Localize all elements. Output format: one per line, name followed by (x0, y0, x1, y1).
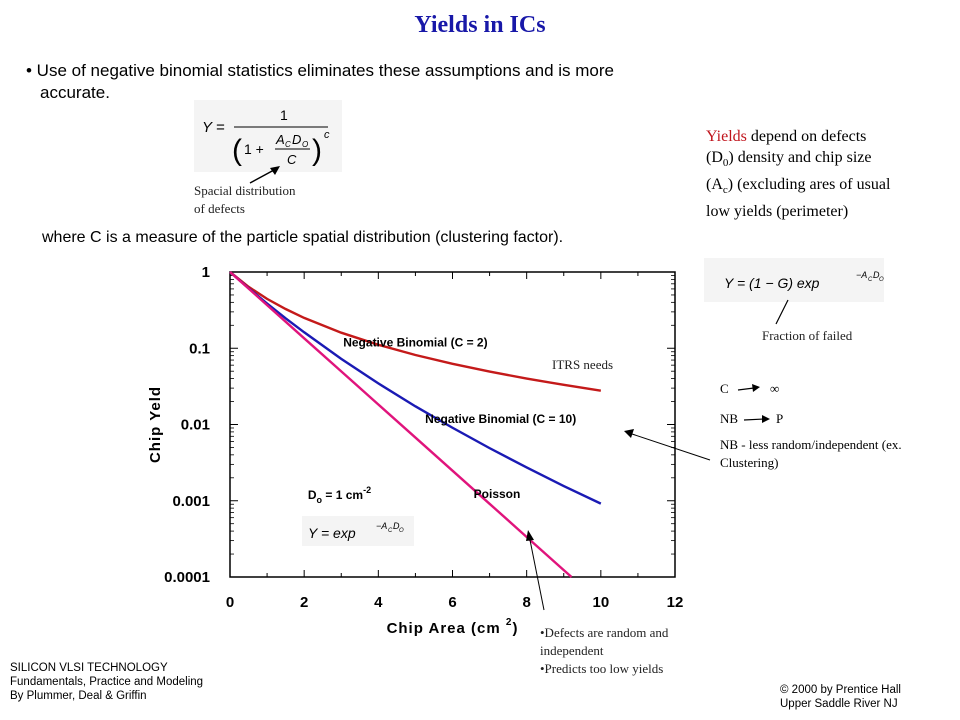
side-note-line-2-post: ) density and chip size (728, 149, 872, 166)
poisson-equation-graphic: Y = exp −A C D O (308, 521, 404, 541)
spacial-note: Spacial distribution of defects (194, 182, 295, 218)
defects-note: •Defects are random and independent •Pre… (540, 624, 668, 678)
fail-equation-graphic: Y = (1 − G) exp −A C D O (724, 270, 884, 291)
poisson-eq-d-sub: O (399, 528, 404, 534)
limit-nb-label: NB (720, 411, 739, 426)
side-note-line-1: depend on defects (746, 128, 867, 145)
x-tick-label: 4 (374, 594, 383, 611)
nb-eq-numerator: 1 (280, 107, 288, 123)
limit-c-arrow (737, 384, 760, 392)
y-tick-label: 0.01 (181, 417, 210, 434)
series-label: Poisson (474, 487, 521, 501)
nb-eq-paren-close: ) (312, 134, 322, 167)
x-tick-label: 8 (522, 594, 530, 611)
series-label: Negative Binomial (C = 10) (425, 412, 576, 426)
side-note-line-3-pre: (A (706, 176, 723, 194)
y-tick-label: 0.001 (172, 493, 210, 510)
spacial-note-line-1: Spacial distribution (194, 183, 296, 198)
footer-right: © 2000 by Prentice Hall Upper Saddle Riv… (780, 683, 901, 711)
limit-infinity: ∞ (770, 381, 780, 396)
yield-dependency-note: Yields depend on defects (D0) density an… (706, 126, 946, 222)
limit-note: C ∞ NB P NB - less random/independent (e… (720, 380, 950, 472)
nb-desc-line-1: NB - less random/independent (ex. (720, 437, 902, 452)
x-tick-label: 6 (448, 594, 456, 611)
side-note-line-2-sub: 0 (722, 157, 729, 170)
nb-eq-den: C (287, 152, 297, 167)
fail-eq-lhs: Y = (1 − G) exp (724, 275, 820, 291)
side-note-line-3-sub: c (722, 184, 728, 197)
x-tick-label: 10 (592, 594, 609, 611)
footer-left: SILICON VLSI TECHNOLOGY Fundamentals, Pr… (10, 661, 203, 703)
x-tick-label: 2 (300, 594, 308, 611)
limit-p-label: P (776, 411, 784, 426)
nb-equation: Y = 1 ( 1 + A C D O C ) c (194, 100, 342, 172)
limit-nb-arrow (743, 415, 770, 423)
poisson-equation: Y = exp −A C D O (302, 516, 414, 546)
y-tick-label: 0.1 (189, 340, 210, 357)
spacial-arrow (249, 166, 280, 184)
series-line-poisson (229, 271, 573, 578)
footer-left-line-1: SILICON VLSI TECHNOLOGY (10, 662, 168, 674)
d0-label: Do = 1 cm-2 (308, 485, 371, 505)
fail-eq-exp-prefix: −A (856, 270, 867, 280)
fail-equation: Y = (1 − G) exp −A C D O (704, 258, 884, 302)
spacial-note-line-2: of defects (194, 201, 245, 216)
side-note-line-2-pre: (D (706, 149, 723, 166)
nb-eq-d: D (292, 132, 301, 147)
fail-eq-d: D (873, 270, 880, 280)
itrs-needs-label: ITRS needs (552, 357, 614, 372)
bullet-line-1: • Use of negative binomial statistics el… (26, 61, 615, 80)
limit-c-label: C (720, 381, 729, 396)
footer-left-line-2: Fundamentals, Practice and Modeling (10, 676, 204, 688)
yields-highlight: Yields (706, 128, 747, 145)
nb-eq-one-plus: 1 + (244, 141, 264, 157)
nb-eq-a-sub: C (285, 140, 291, 149)
poisson-eq-exp-prefix: −A (376, 521, 387, 531)
y-tick-label: 0.0001 (164, 569, 210, 586)
defects-note-line-1: •Defects are random and (540, 625, 669, 640)
series-label: Negative Binomial (C = 2) (343, 336, 487, 350)
annotation-arrows (526, 429, 711, 611)
poisson-eq-a-sub: C (388, 528, 393, 534)
footer-right-line-1: © 2000 by Prentice Hall (780, 684, 901, 696)
bullet-line-2: accurate. (40, 83, 110, 102)
bullet-text: • Use of negative binomial statistics el… (26, 60, 706, 104)
poisson-eq-lhs: Y = exp (308, 525, 356, 541)
side-note-line-3-post: ) (excluding ares of usual (727, 176, 891, 194)
where-text: where C is a measure of the particle spa… (42, 229, 564, 246)
nb-eq-exp: c (324, 129, 330, 141)
page-title: Yields in ICs (414, 12, 546, 38)
y-axis-label: Chip Yeld (147, 386, 164, 463)
nb-eq-paren-open: ( (232, 134, 242, 167)
series-line-negative-binomial-c-2 (229, 271, 602, 392)
fail-eq-a-sub: C (868, 277, 873, 283)
poisson-eq-d: D (393, 521, 400, 531)
fail-eq-d-sub: O (879, 277, 884, 283)
nb-equation-graphic: Y = 1 ( 1 + A C D O C ) c (202, 107, 330, 167)
x-axis-label: Chip Area (cm 2) (387, 617, 519, 637)
nb-eq-lhs: Y = (202, 119, 225, 136)
nb-eq-a: A (275, 132, 285, 147)
footer-right-line-2: Upper Saddle River NJ (780, 698, 898, 710)
nb-desc-line-2: Clustering) (720, 455, 779, 470)
fraction-arrow (775, 299, 789, 325)
defects-note-line-2: independent (540, 643, 604, 658)
x-tick-label: 0 (226, 594, 234, 611)
defects-note-line-3: •Predicts too low yields (540, 661, 664, 676)
footer-left-line-3: By Plummer, Deal & Griffin (10, 690, 147, 702)
fraction-failed-label: Fraction of failed (762, 328, 853, 343)
yield-chart: 0 2 4 6 8 10 12 1 0.1 0.01 0.001 0.0001 Negative Bin… (147, 264, 684, 637)
y-tick-label: 1 (202, 264, 210, 281)
nb-eq-d-sub: O (302, 140, 308, 149)
side-note-line-4: low yields (perimeter) (706, 203, 849, 221)
x-tick-label: 12 (667, 594, 684, 611)
